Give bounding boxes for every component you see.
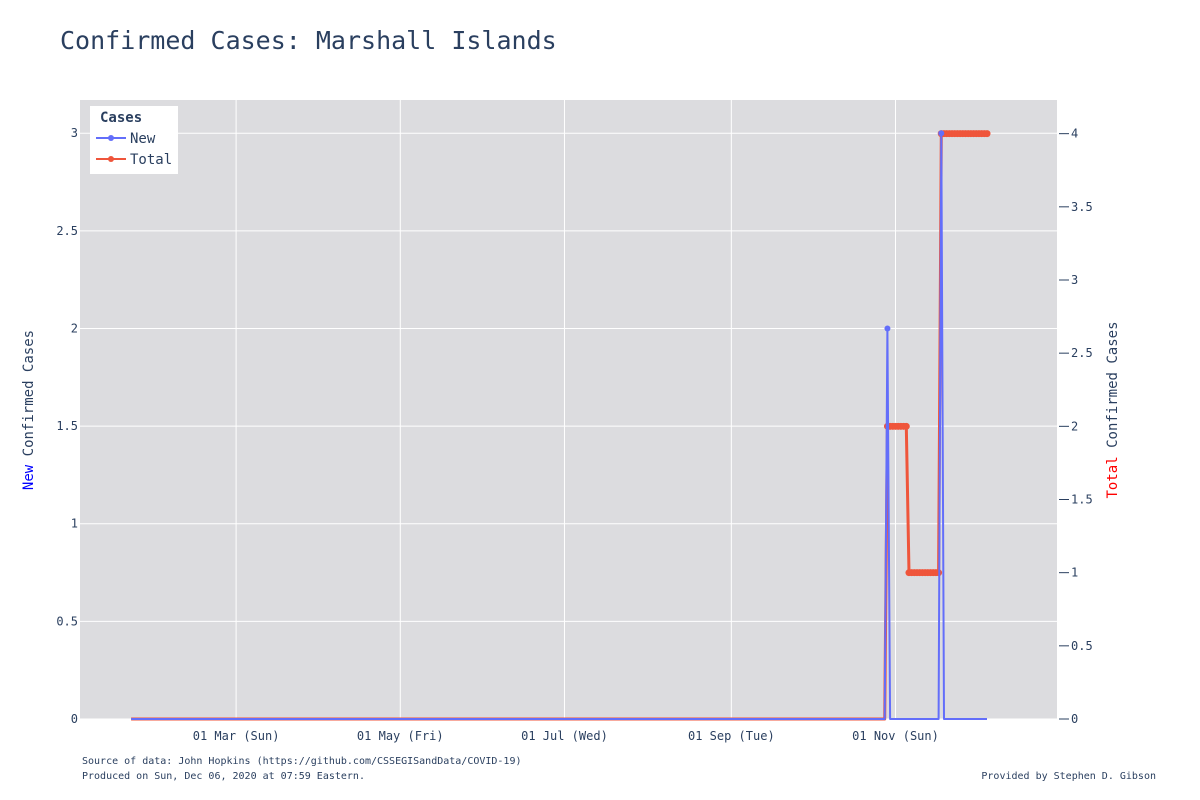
chart-title: Confirmed Cases: Marshall Islands	[60, 26, 557, 55]
y-right-tick-label: 3	[1071, 273, 1078, 287]
legend-marker-total	[108, 156, 114, 162]
y-left-tick-label: 1	[71, 517, 78, 531]
y-left-axis-title-prefix: New	[21, 464, 37, 490]
legend-label-new: New	[130, 131, 156, 147]
legend-title: Cases	[100, 110, 142, 126]
y-right-axis-title-rest: Confirmed Cases	[1105, 321, 1121, 456]
y-right-tick-label: 4	[1071, 127, 1078, 141]
y-right-tick-label: 0	[1071, 712, 1078, 726]
y-left-tick-label: 2.5	[56, 224, 78, 238]
y-left-tick-label: 0.5	[56, 614, 78, 628]
y-right-tick-label: 0.5	[1071, 639, 1093, 653]
y-right-tick-label: 3.5	[1071, 200, 1093, 214]
plot-background	[80, 100, 1057, 719]
y-left-tick-label: 0	[71, 712, 78, 726]
y-right-axis-title-prefix: Total	[1105, 456, 1121, 498]
y-right-tick-label: 1	[1071, 566, 1078, 580]
data-point-new	[938, 130, 945, 137]
y-right-tick-label: 1.5	[1071, 492, 1093, 506]
x-tick-label: 01 Mar (Sun)	[193, 729, 280, 743]
data-point-total	[983, 130, 991, 138]
y-left-axis-title-rest: Confirmed Cases	[21, 330, 37, 465]
x-tick-label: 01 Jul (Wed)	[521, 729, 608, 743]
y-left-tick-label: 2	[71, 321, 78, 335]
legend-marker-new	[108, 135, 114, 141]
x-tick-label: 01 May (Fri)	[357, 729, 444, 743]
series-line-new	[131, 132, 987, 720]
produced-note: Produced on Sun, Dec 06, 2020 at 07:59 E…	[82, 771, 365, 782]
credit-note: Provided by Stephen D. Gibson	[981, 771, 1156, 782]
y-right-tick-label: 2	[1071, 419, 1078, 433]
y-left-tick-label: 3	[71, 126, 78, 140]
y-right-axis-title: Total Confirmed Cases	[1105, 321, 1121, 498]
legend-box	[90, 106, 178, 174]
data-point-new	[884, 325, 891, 332]
data-point-total	[902, 422, 910, 430]
x-tick-label: 01 Nov (Sun)	[852, 729, 939, 743]
y-left-axis-title: New Confirmed Cases	[21, 330, 37, 490]
y-right-tick-label: 2.5	[1071, 346, 1093, 360]
source-note: Source of data: John Hopkins (https://gi…	[82, 756, 522, 767]
legend-label-total: Total	[130, 152, 172, 168]
y-left-tick-label: 1.5	[56, 419, 78, 433]
x-tick-label: 01 Sep (Tue)	[688, 729, 775, 743]
